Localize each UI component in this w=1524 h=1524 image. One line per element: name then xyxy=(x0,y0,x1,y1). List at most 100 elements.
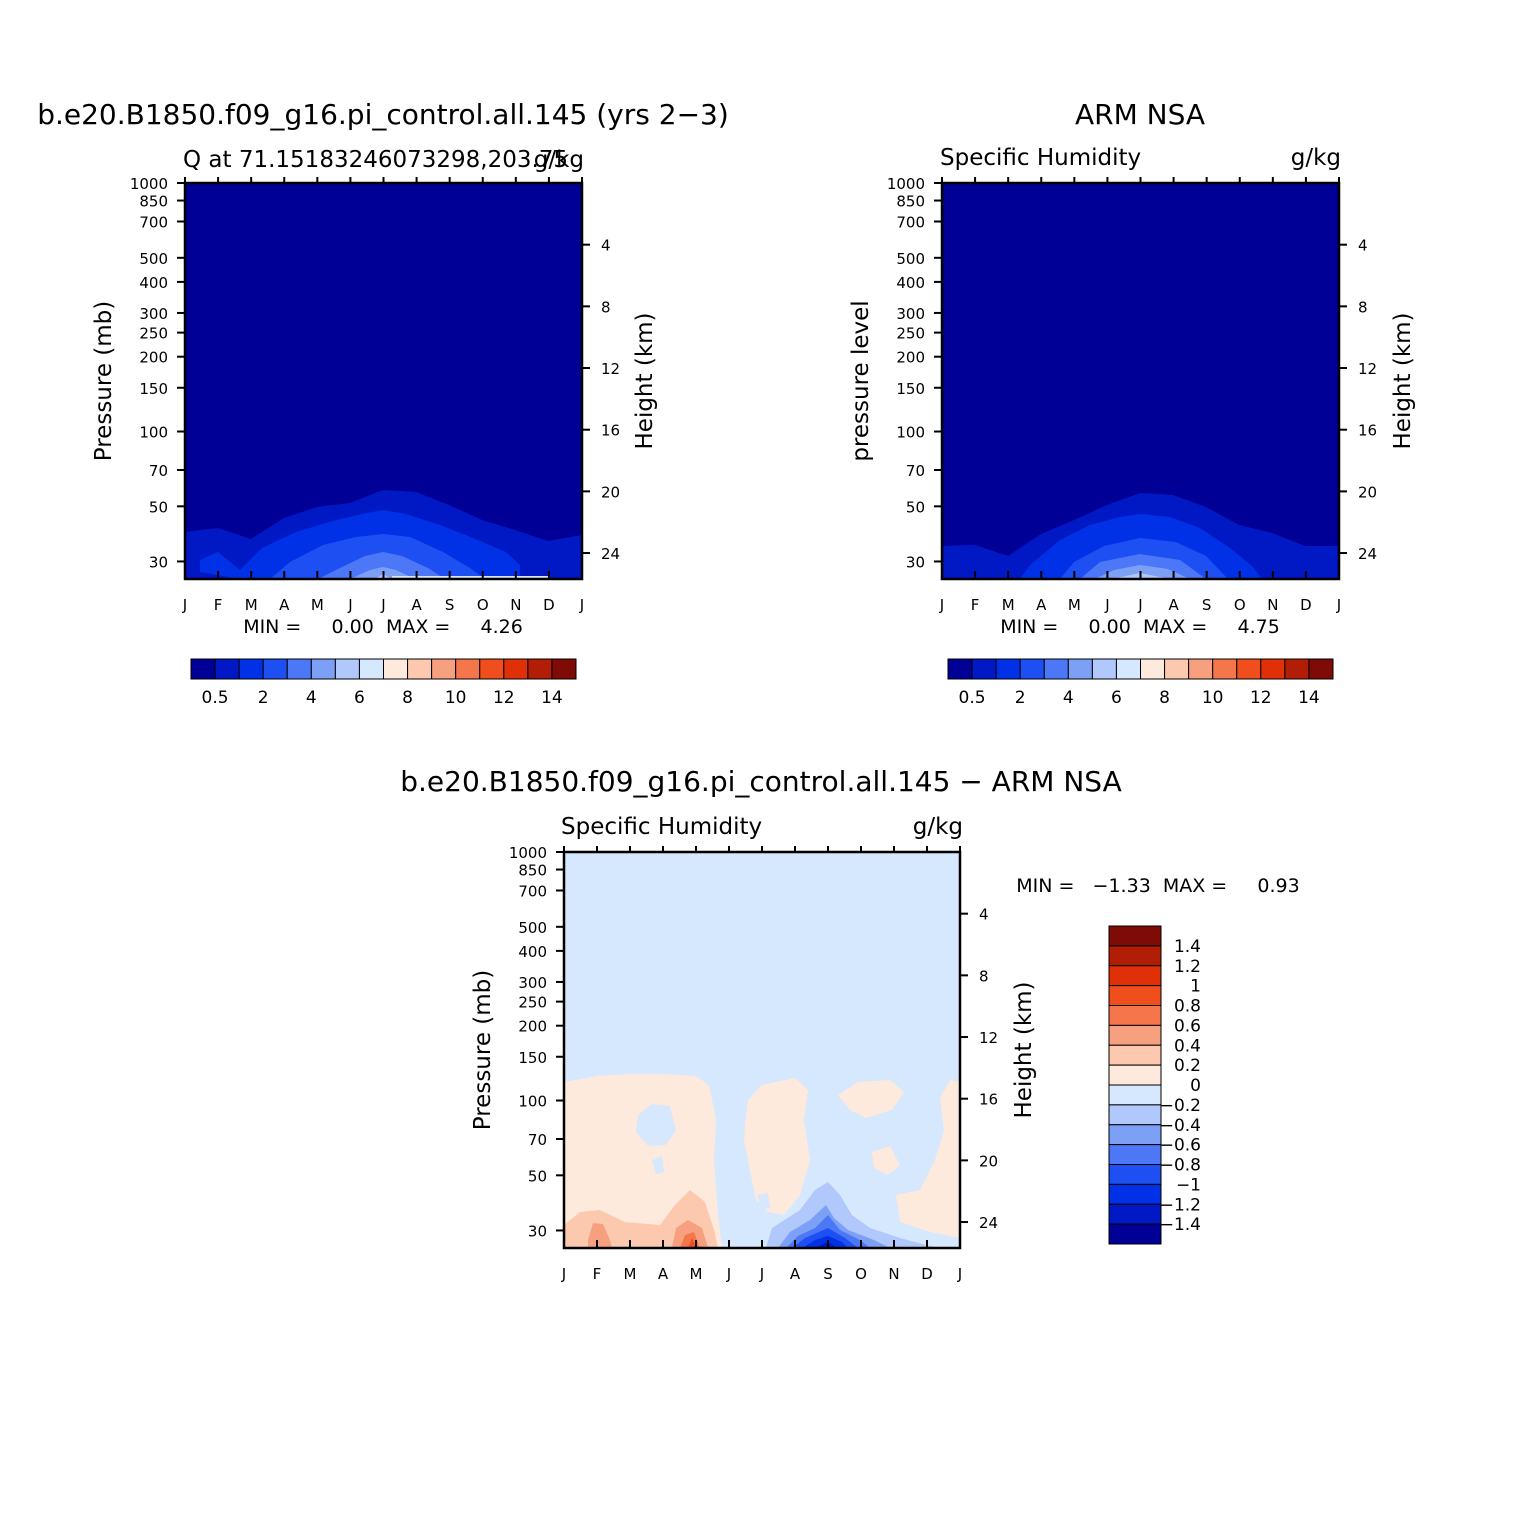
colorbar-box xyxy=(1236,658,1262,680)
colorbar-label: 14 xyxy=(541,688,563,708)
x-tick-label: J xyxy=(579,596,584,614)
diff-contour-pos-0-c xyxy=(838,1080,904,1118)
x-tick-label: J xyxy=(1336,596,1341,614)
y-tick-label: 400 xyxy=(518,943,547,961)
y-tick-label: 500 xyxy=(139,250,168,268)
y-tick-label: 700 xyxy=(518,882,547,900)
x-tick-label: M xyxy=(245,596,258,614)
colorbar-box xyxy=(455,658,481,680)
colorbar-box xyxy=(407,658,433,680)
x-tick-label: A xyxy=(1036,596,1047,614)
colorbar-box xyxy=(1108,985,1162,1006)
y-tick-label: 100 xyxy=(139,424,168,442)
y-tick-label: 150 xyxy=(139,380,168,398)
x-tick-label: J xyxy=(759,1265,764,1283)
x-tick-label: S xyxy=(445,596,455,614)
y-tick-label: 850 xyxy=(896,193,925,211)
y-tick-right-label: 4 xyxy=(1358,237,1368,255)
y-tick-right-label: 20 xyxy=(1358,483,1377,501)
x-tick-label: D xyxy=(921,1265,933,1283)
y-tick-label: 1000 xyxy=(130,175,168,193)
colorbar-label: −0.4 xyxy=(1160,1116,1201,1136)
y-tick-label: 30 xyxy=(906,553,925,571)
colorbar-box xyxy=(1108,1005,1162,1026)
x-tick-label: J xyxy=(182,596,187,614)
diff-ylabel-right: Height (km) xyxy=(1011,981,1037,1118)
colorbar-box xyxy=(334,658,360,680)
diff-contour-neg-1 xyxy=(802,1236,848,1248)
obs-right-title: g/kg xyxy=(1291,145,1341,171)
y-tick-label: 250 xyxy=(518,994,547,1012)
colorbar-box xyxy=(1108,1223,1162,1245)
diff-right-title: g/kg xyxy=(913,814,963,840)
diff-panel: b.e20.B1850.f09_g16.pi_control.all.145 −… xyxy=(400,765,1299,1283)
y-tick-label: 150 xyxy=(896,380,925,398)
colorbar-box xyxy=(995,658,1021,680)
y-tick-label: 250 xyxy=(139,325,168,343)
y-tick-label: 500 xyxy=(518,919,547,937)
x-tick-label: F xyxy=(214,596,223,614)
colorbar-box xyxy=(1108,1084,1162,1106)
obs-colorbar: 0.5 2 4 6 8 10 12 14 xyxy=(947,658,1334,708)
y-tick-label: 300 xyxy=(139,305,168,323)
colorbar-box xyxy=(1284,658,1310,680)
diff-y-axis-right: 24 20 16 12 8 4 xyxy=(960,906,998,1232)
x-tick-label: N xyxy=(1267,596,1278,614)
x-tick-label: J xyxy=(957,1265,962,1283)
colorbar-label: 10 xyxy=(1202,688,1224,708)
x-tick-label: S xyxy=(1202,596,1212,614)
colorbar-box xyxy=(527,658,553,680)
colorbar-box xyxy=(310,658,336,680)
x-tick-label: M xyxy=(1002,596,1015,614)
x-tick-label: F xyxy=(593,1265,602,1283)
colorbar-box xyxy=(1140,658,1166,680)
model-contour-near-surface xyxy=(392,576,550,579)
y-tick-label: 250 xyxy=(896,325,925,343)
y-tick-label: 400 xyxy=(139,274,168,292)
colorbar-label: 12 xyxy=(493,688,515,708)
obs-ylabel: pressure level xyxy=(848,300,874,461)
colorbar-box xyxy=(1108,1044,1162,1066)
y-tick-label: 300 xyxy=(896,305,925,323)
colorbar-label: 6 xyxy=(1111,688,1122,708)
y-tick-right-label: 20 xyxy=(979,1152,998,1170)
y-tick-label: 850 xyxy=(139,193,168,211)
colorbar-box xyxy=(1108,965,1162,987)
colorbar-box xyxy=(971,658,997,680)
colorbar-box xyxy=(1212,658,1238,680)
diff-ylabel: Pressure (mb) xyxy=(470,970,496,1130)
obs-ylabel-right: Height (km) xyxy=(1390,312,1416,449)
x-tick-label: M xyxy=(624,1265,637,1283)
diff-contour-neg-hole-3 xyxy=(758,1193,770,1210)
x-tick-label: M xyxy=(1068,596,1081,614)
y-tick-label: 50 xyxy=(149,498,168,516)
y-tick-right-label: 8 xyxy=(979,967,989,985)
y-tick-right-label: 12 xyxy=(979,1029,998,1047)
colorbar-box xyxy=(1188,658,1214,680)
colorbar-label: 0.8 xyxy=(1174,997,1201,1017)
model-main-title: b.e20.B1850.f09_g16.pi_control.all.145 (… xyxy=(37,98,729,131)
colorbar-box xyxy=(1108,1144,1162,1165)
colorbar-label: −1.2 xyxy=(1160,1195,1201,1215)
colorbar-label: 0.4 xyxy=(1174,1036,1201,1056)
y-tick-label: 50 xyxy=(906,498,925,516)
model-ylabel-right: Height (km) xyxy=(632,312,658,449)
x-tick-label: O xyxy=(477,596,489,614)
colorbar-label: −1 xyxy=(1176,1175,1201,1195)
diff-contour-pos-0.8 xyxy=(688,1238,697,1248)
colorbar-box xyxy=(1108,945,1162,967)
y-tick-right-label: 12 xyxy=(1358,360,1377,378)
colorbar-label: −1.4 xyxy=(1160,1215,1201,1235)
colorbar-box xyxy=(1308,658,1334,680)
x-tick-label: A xyxy=(411,596,422,614)
diff-contour-pos-0-d xyxy=(872,1146,900,1175)
diff-contour-pos-0-e xyxy=(896,1080,960,1238)
x-tick-label: D xyxy=(1300,596,1312,614)
obs-min-max: MIN = 0.00 MAX = 4.75 xyxy=(1000,616,1280,638)
y-tick-label: 70 xyxy=(528,1131,547,1149)
colorbar-box xyxy=(1043,658,1069,680)
colorbar-box xyxy=(503,658,529,680)
y-tick-label: 50 xyxy=(528,1167,547,1185)
